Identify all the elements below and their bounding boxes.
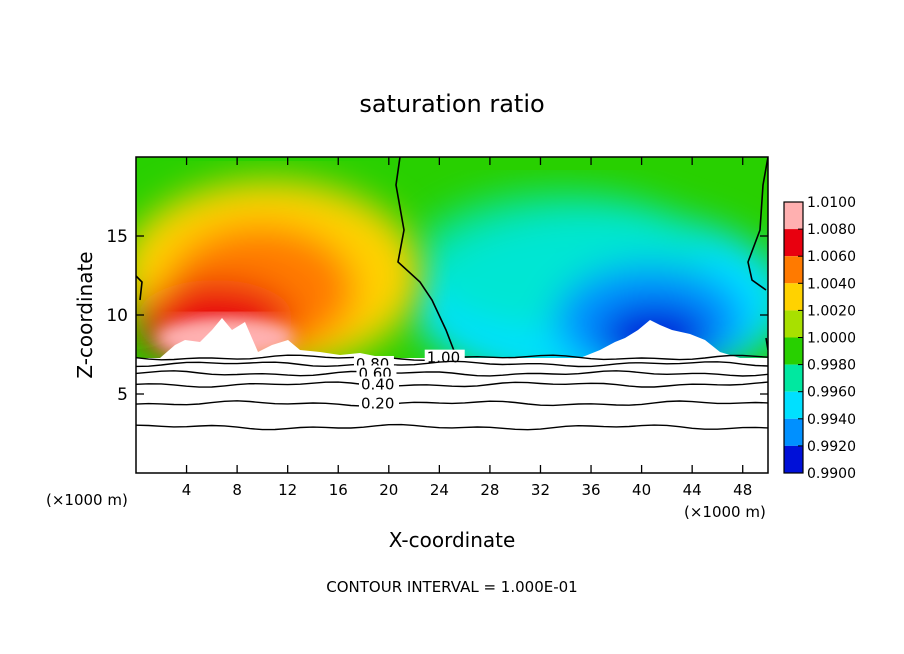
x-tick-label: 12 (278, 481, 297, 499)
colorbar-label: 1.0000 (807, 331, 856, 347)
colorbar-band (784, 283, 803, 311)
x-tick-label: 48 (733, 481, 752, 499)
contour-label: 1.00 (427, 349, 460, 367)
x-tick-label: 24 (430, 481, 449, 499)
contour-label: 0.40 (361, 376, 394, 394)
x-tick-label: 44 (683, 481, 702, 499)
y-tick-label: 5 (117, 385, 128, 405)
contour-lines: 1.000.800.600.400.20 (135, 349, 769, 431)
x-axis: 4 8 12 16 20 24 28 32 36 40 44 48 (182, 157, 752, 499)
colorbar-band (784, 445, 803, 473)
x-tick-label: 4 (182, 481, 192, 499)
x-tick-label: 28 (480, 481, 499, 499)
white-bumps-left (160, 318, 400, 358)
y-axis-title: Z-coordinate (73, 251, 97, 378)
colorbar-label: 0.9940 (807, 412, 856, 428)
colorbar-label: 1.0040 (807, 276, 856, 292)
colorbar-band (784, 256, 803, 284)
contour-line (135, 423, 769, 431)
colorbar-label: 1.0080 (807, 222, 856, 238)
white-bumps-right (580, 320, 740, 358)
x-tick-label: 40 (632, 481, 651, 499)
x-tick-label: 16 (329, 481, 348, 499)
x-unit-right: (×1000 m) (684, 503, 766, 521)
y-tick-label: 15 (106, 227, 128, 247)
contour-line (135, 360, 769, 368)
colorbar-band (784, 310, 803, 338)
x-tick-label: 8 (232, 481, 242, 499)
colorbar-label: 0.9900 (807, 466, 856, 482)
contour-line (135, 381, 769, 388)
x-tick-label: 36 (581, 481, 600, 499)
heatmap-field (136, 157, 768, 358)
x-axis-title: X-coordinate (389, 528, 516, 552)
colorbar: 1.0100 1.0080 1.0060 1.0040 1.0020 1.0000 0.99… (783, 195, 856, 482)
colorbar-band (784, 364, 803, 392)
colorbar-label: 1.0100 (807, 195, 856, 211)
chart-title: saturation ratio (359, 90, 544, 118)
colorbar-band (784, 418, 803, 446)
contour-label-bg (358, 395, 399, 411)
contour-line (135, 370, 769, 377)
colorbar-label: 1.0020 (807, 303, 856, 319)
contour-interval-note: CONTOUR INTERVAL = 1.000E-01 (326, 578, 577, 596)
contour-label: 0.20 (361, 394, 394, 412)
contour-line-1-0000-a (395, 157, 457, 357)
colorbar-label: 0.9920 (807, 439, 856, 455)
y-tick-label: 10 (106, 306, 128, 326)
contour-line-1-0000-c (136, 275, 143, 301)
colorbar-band (784, 337, 803, 365)
y-axis: 5 10 15 (106, 227, 768, 405)
x-unit-left: (×1000 m) (46, 491, 128, 509)
colorbar-label: 0.9960 (807, 385, 856, 401)
colorbar-label: 0.9980 (807, 358, 856, 374)
colorbar-band (784, 391, 803, 419)
contour-line-1-0000-b (747, 157, 768, 291)
contour-line (135, 400, 769, 407)
colorbar-label: 1.0060 (807, 249, 856, 265)
x-tick-label: 20 (379, 481, 398, 499)
x-tick-label: 32 (531, 481, 550, 499)
contour-label-bg (358, 376, 399, 392)
colorbar-band (784, 202, 803, 230)
colorbar-band (784, 229, 803, 257)
